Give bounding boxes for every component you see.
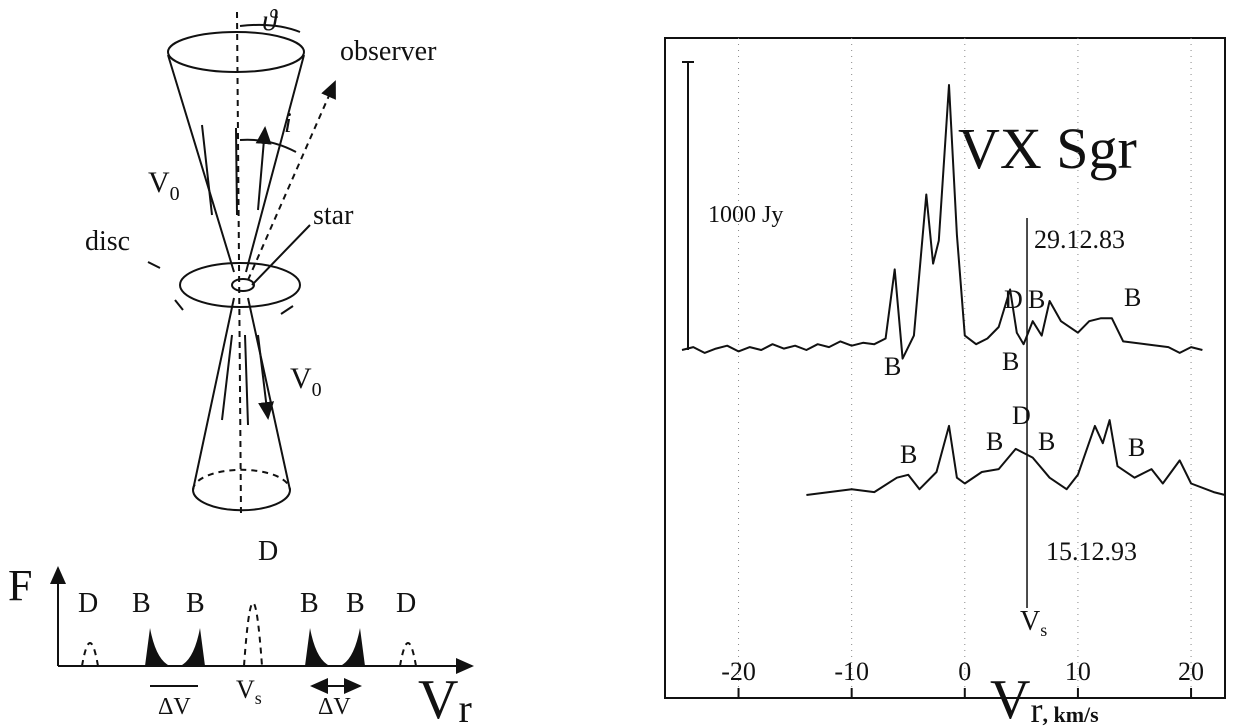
cone-lower	[192, 297, 291, 491]
annotation: B	[1028, 285, 1045, 314]
annotation: B	[1002, 347, 1019, 376]
label: 0	[170, 183, 180, 205]
spectrum-line	[681, 84, 1203, 360]
annotation: B	[1128, 433, 1145, 462]
x-tick-label: -10	[834, 657, 869, 686]
vs-label: Vs	[1020, 606, 1047, 640]
series-label: 15.12.93	[1046, 537, 1137, 566]
cone-bottom	[192, 489, 291, 512]
x-axis-label: Vr, km/s	[990, 669, 1099, 728]
annotation: B	[986, 427, 1003, 456]
frame	[664, 37, 1226, 699]
label: V0	[290, 362, 322, 401]
observer-arrow	[247, 80, 336, 281]
label: V	[290, 362, 312, 395]
x-tick-label: 0	[958, 657, 971, 686]
label: B	[186, 588, 205, 619]
label: B	[132, 588, 151, 619]
spectrum-chart: VX Sgr 29.12.83 15.12.93 Vs 1000 Jy B D …	[664, 37, 1226, 728]
label: V	[1020, 606, 1040, 637]
label: V0	[148, 166, 180, 205]
label: F	[8, 561, 32, 610]
theta-arc	[239, 23, 301, 33]
annotation: B	[884, 352, 901, 381]
annotation: B	[1038, 427, 1055, 456]
label: r	[1030, 690, 1042, 728]
flow-arrows	[201, 125, 265, 216]
label: V	[990, 669, 1030, 728]
label: Vr	[418, 669, 472, 728]
star-shape	[231, 278, 255, 292]
label: D	[258, 536, 278, 567]
x-tick-label: -20	[721, 657, 756, 686]
annotation: B	[1124, 283, 1141, 312]
cone-top	[167, 31, 305, 73]
annotation: D	[1012, 401, 1031, 430]
label: B	[346, 588, 365, 619]
chart-title: VX Sgr	[958, 116, 1137, 181]
cone-bottom-back	[192, 468, 291, 491]
label: V	[236, 675, 255, 704]
peak-d	[81, 602, 417, 667]
label: Vs	[236, 675, 262, 708]
cone-upper	[167, 54, 305, 273]
label: i	[284, 108, 292, 139]
label: r	[458, 686, 471, 728]
label: s	[255, 688, 262, 708]
annotation: B	[900, 440, 917, 469]
label: disc	[85, 226, 130, 257]
series-label: 29.12.83	[1034, 225, 1125, 254]
diagram: ϑ observer V0 i disc star V0	[85, 4, 437, 516]
label: V	[418, 669, 458, 728]
label: 0	[312, 379, 322, 401]
x-tick-label: 20	[1178, 657, 1204, 686]
label: ΔV	[318, 694, 351, 720]
i-arc	[239, 138, 297, 153]
peak-b	[145, 628, 365, 666]
label: D	[396, 588, 416, 619]
x-tick-label: 10	[1065, 657, 1091, 686]
profile: F D B B D B B D ΔV ΔV Vs Vr	[8, 536, 474, 728]
disc-shape	[179, 262, 301, 308]
label: s	[1040, 620, 1047, 640]
spectrum-line	[806, 419, 1226, 496]
label: ΔV	[158, 694, 191, 720]
label: star	[313, 200, 354, 231]
leaders	[147, 224, 311, 315]
label: observer	[340, 36, 437, 67]
label: D	[78, 588, 98, 619]
label: , km/s	[1042, 702, 1099, 727]
label: V	[148, 166, 170, 199]
label: B	[300, 588, 319, 619]
flow-arrows	[221, 334, 268, 425]
label: ϑ	[262, 4, 279, 37]
scale-label: 1000 Jy	[708, 202, 783, 228]
axis	[236, 11, 242, 516]
